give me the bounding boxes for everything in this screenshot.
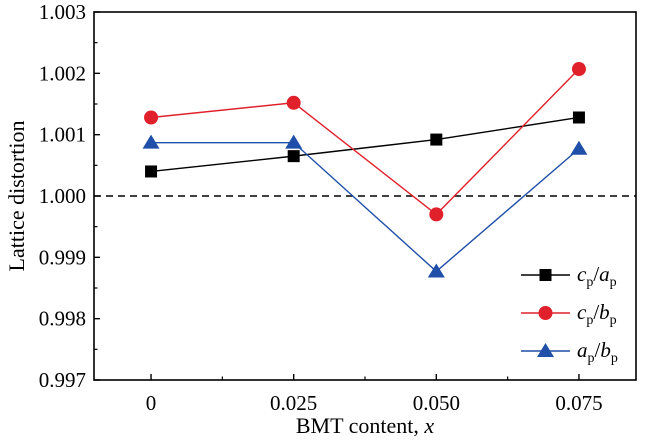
series-layer	[142, 62, 588, 278]
x-tick-label: 0	[146, 391, 157, 415]
x-tick-label: 0.075	[555, 391, 602, 415]
legend-marker	[539, 269, 552, 281]
series-line-cp-over-ap	[150, 116, 580, 173]
data-point-ap-over-bp	[285, 134, 303, 149]
data-point-ap-over-bp	[570, 140, 588, 155]
data-point-cp-over-bp	[144, 110, 159, 125]
data-point-cp-over-bp	[571, 62, 586, 77]
x-tick-label: 0.050	[413, 391, 460, 415]
series-cp-over-ap	[145, 111, 585, 178]
series-line-ap-over-bp	[151, 141, 580, 273]
data-point-cp-over-bp	[286, 95, 301, 110]
series-line-cp-over-bp	[150, 68, 580, 216]
y-tick-labels: 0.997 0.998 0.999 1.000 1.001 1.002 1.003	[39, 0, 86, 392]
legend-label: cp/ap	[577, 262, 617, 290]
legend-item-ap-over-bp: ap/bp	[521, 338, 618, 366]
y-tick-label: 1.001	[39, 123, 86, 147]
legend-label: ap/bp	[577, 338, 618, 366]
y-axis-title: Lattice distortion	[4, 121, 29, 272]
y-tick-label: 0.997	[39, 368, 86, 392]
y-tick-label: 1.003	[39, 0, 86, 24]
x-tick-labels: 0 0.025 0.050 0.075	[146, 391, 603, 415]
legend: cp/ap cp/bp ap/bp	[521, 262, 618, 366]
y-tick-label: 1.000	[39, 184, 86, 208]
series-cp-over-bp	[144, 62, 586, 222]
x-axis-title: BMT content, x	[296, 413, 435, 438]
legend-marker	[537, 343, 554, 357]
legend-marker	[538, 306, 553, 320]
y-tick-label: 0.998	[39, 307, 86, 331]
data-point-cp-over-ap	[145, 165, 158, 178]
x-tick-label: 0.025	[270, 391, 317, 415]
y-tick-label: 1.002	[39, 61, 86, 85]
data-point-ap-over-bp	[142, 134, 160, 149]
axis-ticks	[94, 11, 580, 381]
legend-item-cp-over-bp: cp/bp	[521, 300, 617, 328]
data-point-cp-over-bp	[429, 207, 444, 222]
legend-item-cp-over-ap: cp/ap	[521, 262, 617, 290]
legend-label: cp/bp	[577, 300, 617, 328]
y-tick-label: 0.999	[39, 245, 86, 269]
data-point-ap-over-bp	[427, 263, 445, 278]
data-point-cp-over-ap	[430, 133, 443, 146]
data-point-cp-over-ap	[287, 150, 300, 163]
series-ap-over-bp	[142, 134, 588, 278]
data-point-cp-over-ap	[572, 111, 585, 124]
